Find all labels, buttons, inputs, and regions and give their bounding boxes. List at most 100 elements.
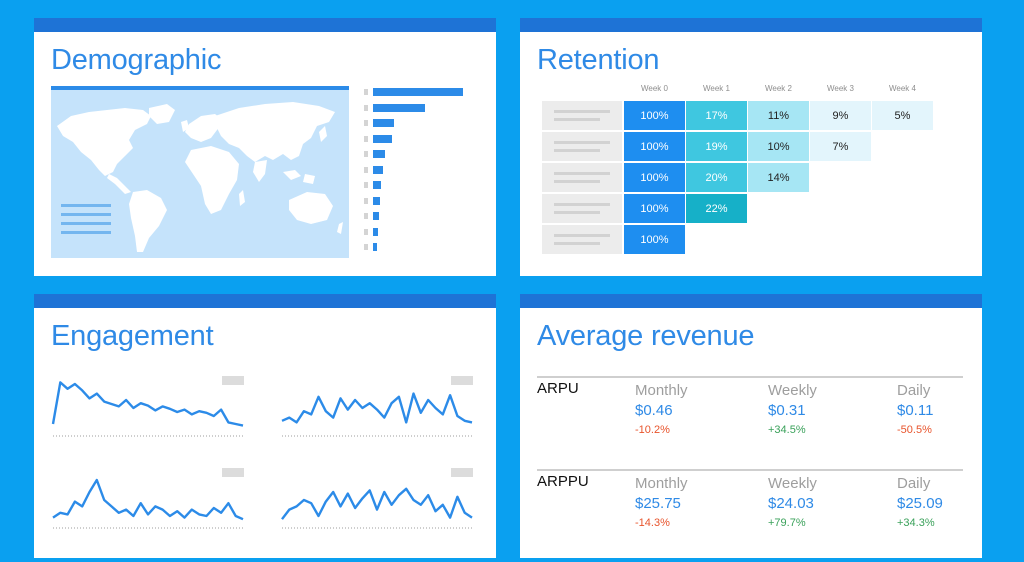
retention-week-header: Week 0 bbox=[641, 84, 668, 93]
demographic-bar bbox=[373, 212, 379, 220]
revenue-value: $0.31 bbox=[768, 402, 806, 419]
demographic-bar bbox=[373, 181, 381, 189]
demographic-title: Demographic bbox=[51, 44, 222, 76]
sparkline-path bbox=[281, 487, 473, 520]
demographic-bar bbox=[373, 243, 377, 251]
sparkline-path bbox=[281, 392, 473, 424]
label-placeholder-line bbox=[554, 211, 600, 214]
bar-row-marker bbox=[364, 166, 368, 173]
demographic-bar-list bbox=[362, 86, 492, 258]
bar-row-marker bbox=[364, 197, 368, 204]
retention-cohort-label bbox=[542, 163, 622, 192]
revenue-period-label: Weekly bbox=[768, 475, 817, 492]
revenue-change: +34.3% bbox=[897, 517, 935, 529]
bar-row-marker bbox=[364, 244, 368, 250]
map-legend-line bbox=[61, 231, 111, 234]
bar-row-marker bbox=[364, 89, 368, 95]
world-map-icon bbox=[57, 102, 343, 252]
retention-cell: 5% bbox=[872, 101, 933, 130]
average-revenue-card: Average revenue ARPU Monthly $0.46 -10.2% We… bbox=[520, 294, 982, 558]
engagement-sparkline bbox=[281, 487, 473, 529]
retention-cell: 100% bbox=[624, 101, 685, 130]
revenue-period-column: Daily $0.11 -50.5% bbox=[897, 382, 1007, 436]
revenue-metric-name: ARPU bbox=[537, 380, 579, 397]
retention-cell: 9% bbox=[810, 101, 871, 130]
retention-week-header: Week 2 bbox=[765, 84, 792, 93]
demographic-bar bbox=[373, 119, 394, 127]
revenue-period-column: Daily $25.09 +34.3% bbox=[897, 475, 1007, 529]
demographic-card: Demographic bbox=[34, 18, 496, 276]
map-legend-line bbox=[61, 213, 111, 216]
retention-cell: 100% bbox=[624, 194, 685, 223]
bar-row-marker bbox=[364, 228, 368, 235]
sparkline-label-placeholder bbox=[222, 468, 244, 477]
average-revenue-title: Average revenue bbox=[537, 320, 755, 352]
engagement-sparkline bbox=[281, 392, 473, 437]
revenue-period-column: Monthly $0.46 -10.2% bbox=[635, 382, 745, 436]
revenue-period-label: Daily bbox=[897, 475, 931, 492]
demographic-bar bbox=[373, 165, 383, 174]
demographic-bar bbox=[373, 88, 464, 96]
demographic-bar bbox=[373, 150, 386, 158]
bar-row-marker bbox=[364, 213, 368, 219]
map-top-rule bbox=[51, 86, 349, 90]
retention-cell: 100% bbox=[624, 225, 685, 254]
engagement-title: Engagement bbox=[51, 320, 214, 352]
sparkline-path bbox=[52, 478, 244, 521]
retention-cell: 14% bbox=[748, 163, 809, 192]
revenue-change: +34.5% bbox=[768, 424, 806, 436]
retention-title: Retention bbox=[537, 44, 660, 76]
card-header-bar bbox=[34, 18, 496, 32]
retention-cell: 17% bbox=[686, 101, 747, 130]
retention-cohort-label bbox=[542, 132, 622, 161]
retention-cohort-label bbox=[542, 101, 622, 130]
revenue-change: -50.5% bbox=[897, 424, 932, 436]
revenue-change: -10.2% bbox=[635, 424, 670, 436]
card-header-bar bbox=[34, 294, 496, 308]
retention-week-header: Week 1 bbox=[703, 84, 730, 93]
retention-cell: 19% bbox=[686, 132, 747, 161]
demographic-bar bbox=[373, 196, 380, 205]
revenue-metric-name: ARPPU bbox=[537, 473, 589, 490]
revenue-period-column: Monthly $25.75 -14.3% bbox=[635, 475, 745, 529]
revenue-period-label: Monthly bbox=[635, 382, 688, 399]
retention-week-header: Week 3 bbox=[827, 84, 854, 93]
label-placeholder-line bbox=[554, 141, 610, 144]
engagement-card: Engagement bbox=[34, 294, 496, 558]
demographic-bar bbox=[373, 103, 426, 112]
sparkline-path bbox=[51, 381, 244, 427]
revenue-value: $24.03 bbox=[768, 495, 814, 512]
engagement-sparkline bbox=[52, 478, 244, 529]
bar-row-marker bbox=[364, 182, 368, 188]
retention-cell: 20% bbox=[686, 163, 747, 192]
label-placeholder-line bbox=[554, 242, 600, 245]
retention-cell: 7% bbox=[810, 132, 871, 161]
revenue-value: $25.09 bbox=[897, 495, 943, 512]
revenue-change: +79.7% bbox=[768, 517, 806, 529]
revenue-row-divider bbox=[537, 376, 963, 378]
bar-row-marker bbox=[364, 120, 368, 126]
retention-week-header: Week 4 bbox=[889, 84, 916, 93]
revenue-period-column: Weekly $24.03 +79.7% bbox=[768, 475, 878, 529]
bar-row-marker bbox=[364, 151, 368, 157]
label-placeholder-line bbox=[554, 172, 610, 175]
world-map bbox=[51, 86, 349, 258]
revenue-period-label: Monthly bbox=[635, 475, 688, 492]
retention-card: Retention Week 0 Week 1 Week 2 Week 3 Week 4… bbox=[520, 18, 982, 276]
label-placeholder-line bbox=[554, 203, 610, 206]
bar-row-marker bbox=[364, 135, 368, 142]
demographic-bar bbox=[373, 134, 392, 143]
engagement-sparkline bbox=[51, 381, 244, 437]
bar-row-marker bbox=[364, 104, 368, 111]
card-header-bar bbox=[520, 18, 982, 32]
sparkline-label-placeholder bbox=[222, 376, 244, 385]
retention-cohort-label bbox=[542, 194, 622, 223]
map-legend-line bbox=[61, 204, 111, 207]
revenue-period-label: Weekly bbox=[768, 382, 817, 399]
revenue-value: $0.11 bbox=[897, 402, 934, 419]
sparkline-label-placeholder bbox=[451, 468, 473, 477]
retention-cell: 100% bbox=[624, 163, 685, 192]
revenue-value: $25.75 bbox=[635, 495, 681, 512]
label-placeholder-line bbox=[554, 110, 610, 113]
revenue-period-column: Weekly $0.31 +34.5% bbox=[768, 382, 878, 436]
